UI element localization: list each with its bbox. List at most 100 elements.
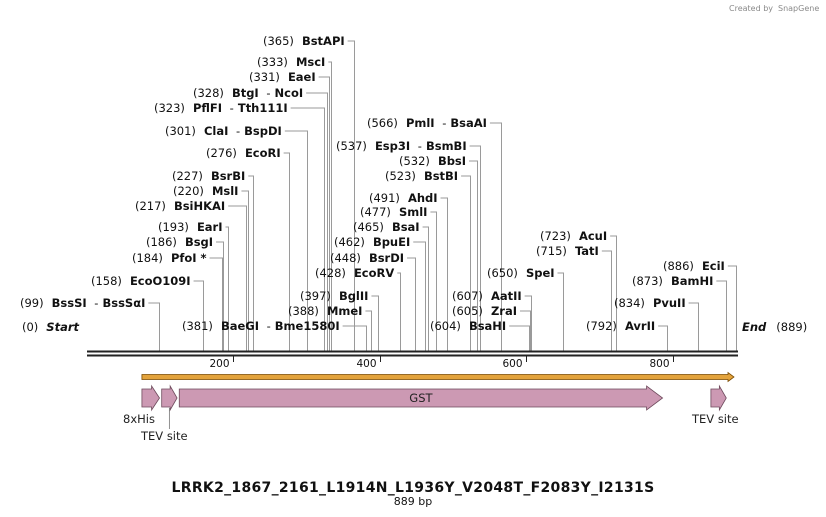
axis-tick-label-200: 200 <box>209 358 229 370</box>
feature-label-tev-site-2: TEV site <box>691 412 739 426</box>
site-line-ahdi <box>440 197 448 351</box>
site-label-bpuei: (462) BpuEI <box>334 235 410 249</box>
feature-track: 8xHis TEV site GST TEV site <box>123 384 739 443</box>
feature-label-tev-site-1: TEV site <box>140 429 188 443</box>
site-label-bsrbi: (227) BsrBI <box>172 169 245 183</box>
site-label-ahdi: (491) AhdI <box>369 191 438 205</box>
sequence-title: LRRK2_1867_2161_L1914N_L1936Y_V2048T_F20… <box>172 480 655 496</box>
site-labels: (0) Start (99) BssSI - BssSαI (158) EcoO109I (1… <box>20 34 807 334</box>
site-line-esp3i <box>469 145 481 351</box>
sequence-backbone <box>87 350 738 357</box>
feature-label-8xhis: 8xHis <box>123 412 155 426</box>
axis-ticks: 200 400 600 800 <box>209 356 674 370</box>
site-label-end: End (889) <box>742 320 807 334</box>
feature-8xhis <box>141 384 160 412</box>
site-label-bstapi: (365) BstAPI <box>263 34 345 48</box>
site-line-zrai <box>519 310 531 351</box>
site-line-btgi <box>306 92 328 351</box>
orf-arrow-shape <box>141 371 735 383</box>
site-label-start: (0) Start <box>22 320 80 334</box>
site-line-bbsi <box>469 160 478 351</box>
site-label-pmli: (566) PmlI - BsaAI <box>367 116 487 130</box>
site-label-bsgi: (186) BsgI <box>146 235 213 249</box>
site-label-bsai: (465) BsaI <box>353 220 420 234</box>
site-label-pvuii: (834) PvuII <box>614 296 686 310</box>
site-label-eaei: (331) EaeI <box>249 70 316 84</box>
site-label-spei: (650) SpeI <box>487 266 555 280</box>
credit-created-by: Created by <box>729 4 773 13</box>
site-line-bsai <box>422 226 429 351</box>
site-line-pmli <box>489 122 502 351</box>
site-label-aatii: (607) AatII <box>452 289 522 303</box>
feature-tev-site-1 <box>161 384 178 412</box>
site-label-clai: (301) ClaI - BspDI <box>165 124 282 138</box>
site-line-eaei <box>318 76 330 351</box>
site-line-bsgi <box>216 241 224 351</box>
axis-tick-label-400: 400 <box>356 358 376 370</box>
site-label-mmei: (388) MmeI <box>288 304 362 318</box>
site-label-btgi: (328) BtgI - NcoI <box>193 86 303 100</box>
axis-tick-label-800: 800 <box>649 358 669 370</box>
site-label-bbsi: (532) BbsI <box>399 154 466 168</box>
site-line-bsahi <box>509 325 530 351</box>
site-line-ecorv <box>397 272 401 351</box>
feature-tev-site-2 <box>710 384 727 412</box>
site-line-ecii <box>727 265 737 351</box>
site-label-bsahi: (604) BsaHI <box>430 319 506 333</box>
axis-tick-label-600: 600 <box>502 358 522 370</box>
site-line-bstbi <box>461 175 471 351</box>
site-line-ecori <box>283 152 290 351</box>
site-line-avrii <box>658 325 668 351</box>
site-line-bsssi <box>148 302 160 351</box>
site-label-eari: (193) EarI <box>158 220 223 234</box>
site-line-bsrbi <box>248 175 254 351</box>
site-line-clai <box>284 130 308 351</box>
site-label-ecorv: (428) EcoRV <box>315 266 394 280</box>
site-label-msli: (220) MslI <box>173 184 238 198</box>
site-line-bsrdi <box>407 257 416 351</box>
site-label-bstbi: (523) BstBI <box>385 169 458 183</box>
site-line-bamhi <box>716 280 727 351</box>
site-line-smli <box>430 211 437 351</box>
site-line-pflfi <box>290 107 325 351</box>
site-label-acui: (723) AcuI <box>540 229 607 243</box>
site-line-bpuei <box>413 241 426 351</box>
site-label-bsrdi: (448) BsrDI <box>330 251 404 265</box>
site-label-pflfi: (323) PflFI - Tth111I <box>154 101 288 115</box>
site-line-aatii <box>524 295 532 351</box>
site-line-bsihkai <box>228 205 247 351</box>
site-lines <box>148 40 737 351</box>
site-line-tati <box>601 250 612 351</box>
site-line-bglii <box>371 295 379 351</box>
site-label-esp3i: (537) Esp3I - BsmBI <box>336 139 467 153</box>
feature-gst <box>178 385 664 411</box>
site-label-avrii: (792) AvrII <box>586 319 655 333</box>
site-label-ecori: (276) EcoRI <box>206 146 281 160</box>
site-line-acui <box>610 235 617 351</box>
site-line-msci <box>328 61 332 351</box>
site-line-pvuii <box>688 302 699 351</box>
site-label-zrai: (605) ZraI <box>452 304 517 318</box>
site-label-tati: (715) TatI <box>536 244 599 258</box>
site-line-pfoi <box>209 257 223 351</box>
backbone-top-strand <box>87 350 738 353</box>
site-label-bamhi: (873) BamHI <box>632 274 713 288</box>
site-label-bglii: (397) BglII <box>300 289 368 303</box>
backbone-bottom-strand <box>87 354 738 357</box>
orf-arrow <box>141 371 735 383</box>
site-label-pfoi: (184) PfoI * <box>132 251 207 265</box>
feature-label-gst: GST <box>409 391 433 405</box>
site-label-bsssi: (99) BssSI - BssSαI <box>20 296 145 310</box>
credit-brand: SnapGene <box>778 4 819 13</box>
site-label-ecii: (886) EciI <box>663 259 725 273</box>
site-line-baegi <box>342 325 367 351</box>
site-line-mmei <box>365 310 372 351</box>
site-line-bstapi <box>347 40 355 351</box>
site-line-spei <box>557 272 564 351</box>
site-label-smli: (477) SmlI <box>360 205 427 219</box>
site-label-ecoo109i: (158) EcoO109I <box>91 274 191 288</box>
site-line-msli <box>241 190 249 351</box>
site-line-ecoo109i <box>193 280 204 351</box>
site-label-msci: (333) MscI <box>257 55 325 69</box>
